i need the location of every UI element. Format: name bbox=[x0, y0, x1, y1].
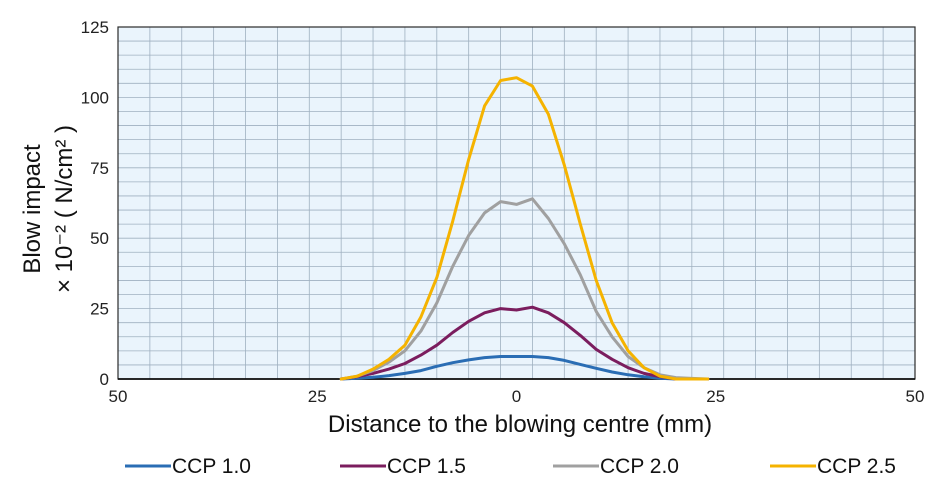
series-line-ccp-1-0 bbox=[339, 355, 710, 381]
y-tick-labels: 0 25 50 75 100 125 bbox=[81, 18, 109, 389]
legend: CCP 1.0 CCP 1.5 CCP 2.0 CCP 2.5 bbox=[125, 455, 896, 478]
legend-label-ccp-2-0: CCP 2.0 bbox=[600, 455, 679, 478]
legend-label-ccp-2-5: CCP 2.5 bbox=[817, 455, 896, 478]
grid bbox=[118, 27, 915, 379]
y-tick-label: 25 bbox=[90, 300, 109, 319]
x-axis-title: Distance to the blowing centre (mm) bbox=[328, 411, 712, 438]
y-tick-label: 75 bbox=[90, 159, 109, 178]
series-line-ccp-2-5 bbox=[339, 76, 710, 381]
x-tick-label: 0 bbox=[512, 387, 521, 406]
x-tick-label: 50 bbox=[109, 387, 128, 406]
y-tick-label: 100 bbox=[81, 88, 109, 107]
series-line-ccp-1-5 bbox=[339, 305, 710, 381]
x-tick-label: 50 bbox=[906, 387, 925, 406]
y-tick-label: 50 bbox=[90, 229, 109, 248]
y-axis-title-line2: × 10⁻² ( N/cm² ) bbox=[51, 125, 78, 293]
y-axis-title-line1: Blow impact bbox=[19, 144, 46, 274]
x-tick-labels: 50 25 0 25 50 bbox=[109, 387, 925, 406]
legend-label-ccp-1-5: CCP 1.5 bbox=[387, 455, 466, 478]
legend-label-ccp-1-0: CCP 1.0 bbox=[172, 455, 251, 478]
y-tick-label: 125 bbox=[81, 18, 109, 37]
x-tick-label: 25 bbox=[308, 387, 327, 406]
x-tick-label: 25 bbox=[706, 387, 725, 406]
series-lines bbox=[339, 76, 710, 381]
y-tick-label: 0 bbox=[100, 370, 109, 389]
